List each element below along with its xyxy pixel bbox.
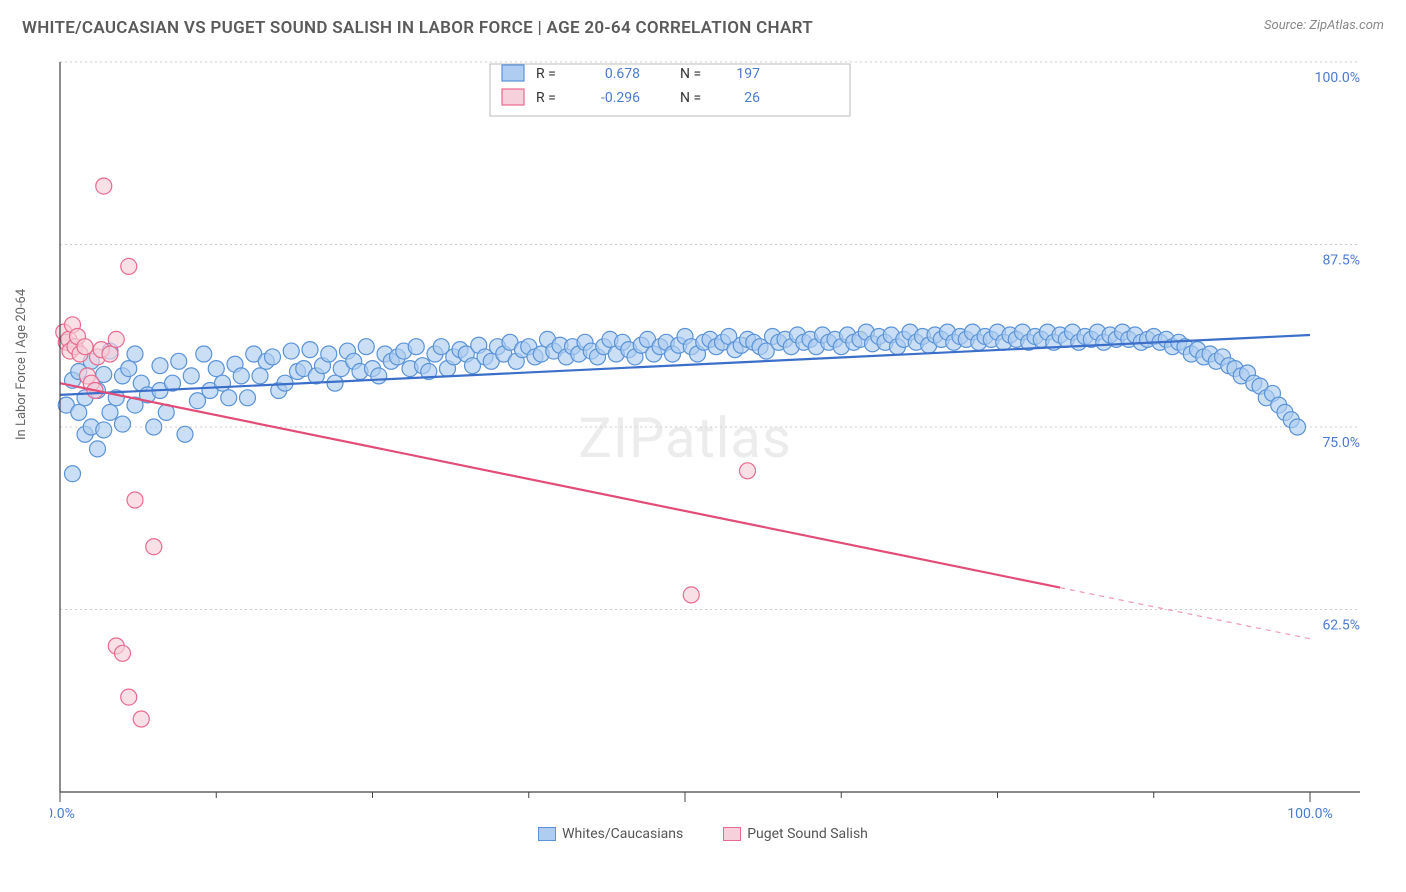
data-point bbox=[171, 353, 187, 369]
data-point bbox=[265, 349, 281, 365]
data-point bbox=[221, 390, 237, 406]
data-point bbox=[358, 339, 374, 355]
data-point bbox=[208, 361, 224, 377]
data-point bbox=[133, 711, 149, 727]
data-point bbox=[108, 331, 124, 347]
data-point bbox=[115, 416, 131, 432]
data-point bbox=[152, 358, 168, 374]
data-point bbox=[102, 404, 118, 420]
svg-text:100.0%: 100.0% bbox=[1315, 70, 1360, 86]
data-point bbox=[327, 375, 343, 391]
data-point bbox=[1290, 419, 1306, 435]
svg-text:R =: R = bbox=[536, 66, 556, 82]
data-point bbox=[146, 539, 162, 555]
data-point bbox=[90, 441, 106, 457]
bottom-legend: Whites/Caucasians Puget Sound Salish bbox=[0, 826, 1406, 842]
scatter-chart-svg: 62.5% 75.0% 87.5% 100.0% ZIPatlas 0.0% 100.0% R… bbox=[50, 52, 1370, 822]
data-point bbox=[121, 361, 137, 377]
svg-text:26: 26 bbox=[744, 90, 760, 106]
data-point bbox=[115, 645, 131, 661]
data-point bbox=[196, 346, 212, 362]
data-point bbox=[240, 390, 256, 406]
data-point bbox=[96, 422, 112, 438]
svg-text:100.0%: 100.0% bbox=[1287, 806, 1332, 822]
data-point bbox=[233, 368, 249, 384]
legend-label: Puget Sound Salish bbox=[747, 826, 868, 842]
data-point bbox=[96, 178, 112, 194]
legend-item: Whites/Caucasians bbox=[538, 826, 683, 842]
svg-text:75.0%: 75.0% bbox=[1322, 435, 1360, 451]
data-point bbox=[102, 346, 118, 362]
svg-text:N =: N = bbox=[680, 90, 701, 106]
data-point bbox=[71, 404, 87, 420]
data-point bbox=[283, 343, 299, 359]
source-label: Source: ZipAtlas.com bbox=[1264, 18, 1384, 33]
chart-plot: 62.5% 75.0% 87.5% 100.0% ZIPatlas 0.0% 100.0% R… bbox=[50, 52, 1376, 822]
data-point bbox=[215, 375, 231, 391]
data-point bbox=[127, 492, 143, 508]
chart-title: WHITE/CAUCASIAN VS PUGET SOUND SALISH IN… bbox=[22, 18, 813, 38]
svg-text:0.678: 0.678 bbox=[605, 66, 640, 82]
svg-text:R =: R = bbox=[536, 90, 556, 106]
data-point bbox=[177, 426, 193, 442]
data-point bbox=[252, 368, 268, 384]
legend-swatch bbox=[538, 827, 556, 841]
legend-item: Puget Sound Salish bbox=[723, 826, 868, 842]
data-point bbox=[146, 419, 162, 435]
svg-text:0.0%: 0.0% bbox=[50, 806, 75, 822]
data-point bbox=[121, 689, 137, 705]
y-axis-label: In Labor Force | Age 20-64 bbox=[14, 289, 29, 440]
trend-line bbox=[60, 383, 1060, 587]
svg-text:87.5%: 87.5% bbox=[1322, 253, 1360, 269]
svg-text:ZIPatlas: ZIPatlas bbox=[578, 405, 792, 471]
data-point bbox=[321, 346, 337, 362]
data-point bbox=[65, 466, 81, 482]
svg-text:62.5%: 62.5% bbox=[1322, 618, 1360, 634]
data-point bbox=[683, 587, 699, 603]
data-point bbox=[183, 368, 199, 384]
legend-swatch bbox=[723, 827, 741, 841]
data-point bbox=[740, 463, 756, 479]
data-point bbox=[371, 368, 387, 384]
data-point bbox=[121, 258, 137, 274]
svg-text:N =: N = bbox=[680, 66, 701, 82]
data-point bbox=[408, 339, 424, 355]
legend-label: Whites/Caucasians bbox=[562, 826, 683, 842]
data-point bbox=[127, 346, 143, 362]
trend-line-extrapolated bbox=[1060, 588, 1310, 639]
svg-text:197: 197 bbox=[736, 66, 760, 82]
svg-text:-0.296: -0.296 bbox=[601, 90, 640, 106]
data-point bbox=[302, 342, 318, 358]
